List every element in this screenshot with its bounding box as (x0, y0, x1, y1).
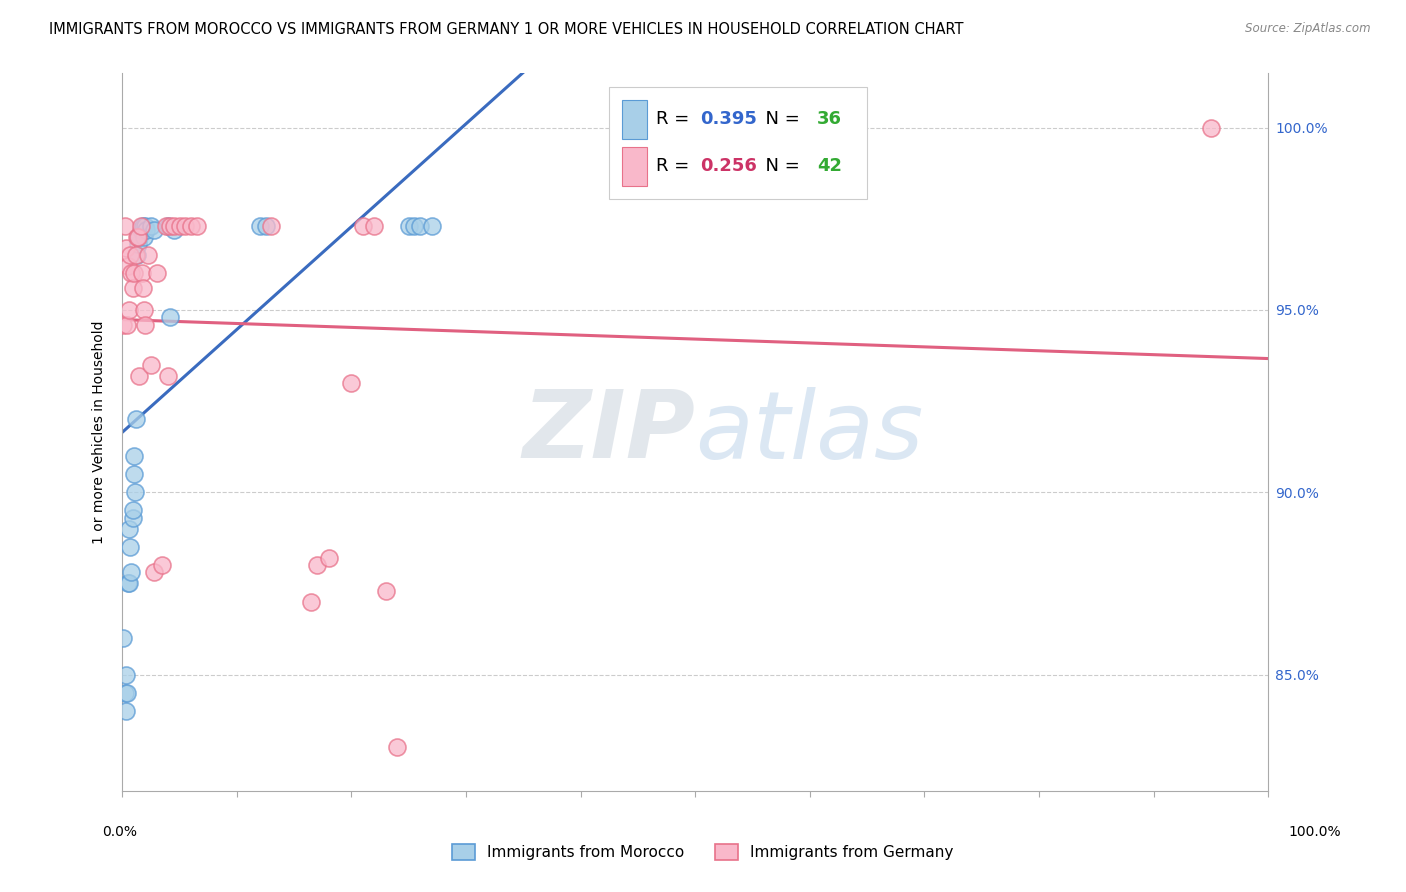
FancyBboxPatch shape (621, 147, 647, 186)
Point (135, 223, 157, 237)
Point (114, 704, 136, 718)
Point (132, 302, 155, 317)
Point (118, 302, 141, 317)
Point (132, 230, 155, 244)
Point (318, 550, 340, 565)
Point (180, 219, 202, 233)
Point (131, 267, 153, 281)
Point (186, 219, 208, 233)
FancyBboxPatch shape (609, 87, 868, 199)
Point (115, 318, 138, 332)
Point (118, 576, 141, 591)
Point (121, 503, 143, 517)
Point (249, 219, 271, 233)
Point (398, 219, 420, 233)
Point (131, 223, 153, 237)
Text: N =: N = (754, 157, 806, 175)
Point (159, 219, 181, 233)
Point (122, 467, 145, 481)
Text: R =: R = (657, 110, 696, 128)
Text: 0.395: 0.395 (700, 110, 756, 128)
Point (122, 449, 145, 463)
Legend: Immigrants from Morocco, Immigrants from Germany: Immigrants from Morocco, Immigrants from… (446, 838, 960, 866)
Point (155, 219, 177, 233)
Text: R =: R = (657, 157, 696, 175)
Point (134, 219, 156, 233)
Point (159, 310, 181, 325)
Text: 100.0%: 100.0% (1288, 825, 1341, 839)
Point (121, 566, 143, 580)
FancyBboxPatch shape (621, 100, 647, 139)
Point (121, 281, 143, 295)
Point (143, 223, 166, 237)
Point (114, 686, 136, 700)
Text: IMMIGRANTS FROM MOROCCO VS IMMIGRANTS FROM GERMANY 1 OR MORE VEHICLES IN HOUSEHO: IMMIGRANTS FROM MOROCCO VS IMMIGRANTS FR… (49, 22, 963, 37)
Point (127, 230, 149, 244)
Point (307, 558, 329, 573)
Text: 36: 36 (817, 110, 842, 128)
Text: Source: ZipAtlas.com: Source: ZipAtlas.com (1246, 22, 1371, 36)
Point (163, 223, 186, 237)
Point (1199, 120, 1222, 135)
Point (114, 241, 136, 255)
Text: 0.0%: 0.0% (103, 825, 136, 839)
Point (129, 219, 152, 233)
Text: N =: N = (754, 110, 806, 128)
Point (120, 540, 142, 554)
Text: 0.256: 0.256 (700, 157, 756, 175)
Point (352, 219, 374, 233)
Point (112, 318, 135, 332)
Point (139, 358, 162, 372)
Point (117, 259, 139, 273)
Point (409, 219, 432, 233)
Point (136, 248, 159, 262)
Point (128, 230, 150, 244)
Point (114, 219, 136, 233)
Y-axis label: 1 or more Vehicles in Household: 1 or more Vehicles in Household (93, 320, 107, 544)
Point (118, 522, 141, 536)
Point (115, 686, 138, 700)
Point (125, 412, 148, 426)
Point (145, 267, 167, 281)
Point (127, 248, 149, 262)
Point (121, 510, 143, 524)
Text: ZIP: ZIP (523, 386, 695, 478)
Point (152, 558, 174, 573)
Point (157, 368, 180, 383)
Point (125, 248, 148, 262)
Point (163, 219, 186, 233)
Point (157, 219, 180, 233)
Point (127, 237, 149, 252)
Point (254, 219, 277, 233)
Point (374, 583, 396, 598)
Point (134, 318, 156, 332)
Point (127, 230, 149, 244)
Point (340, 376, 363, 390)
Point (132, 219, 155, 233)
Point (143, 566, 166, 580)
Point (299, 594, 322, 608)
Point (117, 576, 139, 591)
Point (120, 248, 142, 262)
Point (128, 368, 150, 383)
Point (124, 485, 146, 500)
Text: atlas: atlas (695, 386, 924, 477)
Text: 42: 42 (817, 157, 842, 175)
Point (404, 219, 426, 233)
Point (129, 223, 152, 237)
Point (114, 667, 136, 681)
Point (169, 219, 191, 233)
Point (174, 219, 197, 233)
Point (139, 219, 162, 233)
Point (121, 267, 143, 281)
Point (112, 631, 135, 645)
Point (363, 219, 385, 233)
Point (387, 740, 409, 755)
Point (260, 219, 283, 233)
Point (132, 281, 155, 295)
Point (122, 267, 145, 281)
Point (420, 219, 443, 233)
